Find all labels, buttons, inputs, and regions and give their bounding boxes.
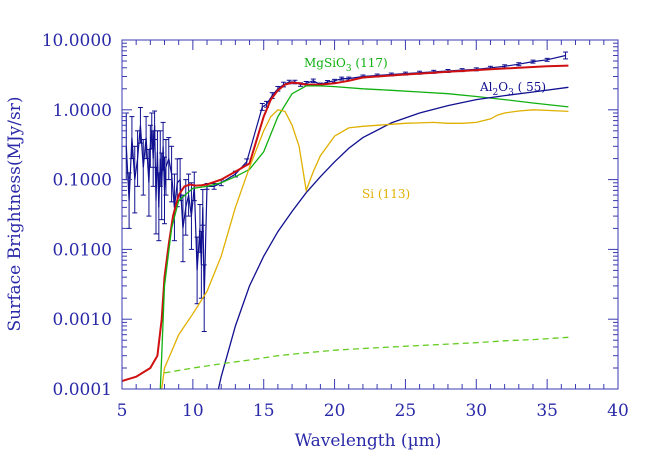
x-axis-title: Wavelength (µm) [295,431,442,451]
tick-layer: 5 10 15 20 25 30 35 40 0.0001 0.0010 0.0100 0.1000 1… [42,31,629,421]
y-tick-label: 0.0010 [53,310,112,330]
x-tick-label: 10 [182,401,204,421]
y-tick-label: 0.0100 [53,240,112,260]
series-line-4 [161,109,569,389]
y-tick-label: 0.0001 [53,380,112,400]
x-tick-label: 15 [253,401,275,421]
y-axis-title: Surface Brightness(MJy/sr) [5,97,25,332]
series-line-1 [122,64,569,382]
x-tick-label: 30 [465,401,487,421]
y-tick-label: 0.1000 [53,171,112,191]
x-tick-label: 20 [324,401,346,421]
series-layer [122,51,569,389]
series-line-2 [159,85,569,389]
y-tick-label: 1.0000 [53,101,112,121]
si-annotation: Si (113) [362,187,410,201]
plot-frame [121,39,619,390]
series-line-5 [164,336,569,374]
mgsio3-annotation: MgSiO3 (117) [304,56,388,74]
y-tick-label: 10.0000 [42,31,112,51]
al2o3-annotation: Al2O3 ( 55) [479,80,546,98]
series-line-3 [217,86,569,389]
x-tick-label: 40 [607,401,629,421]
x-tick-label: 5 [117,401,128,421]
x-tick-label: 35 [536,401,558,421]
x-tick-label: 25 [395,401,417,421]
